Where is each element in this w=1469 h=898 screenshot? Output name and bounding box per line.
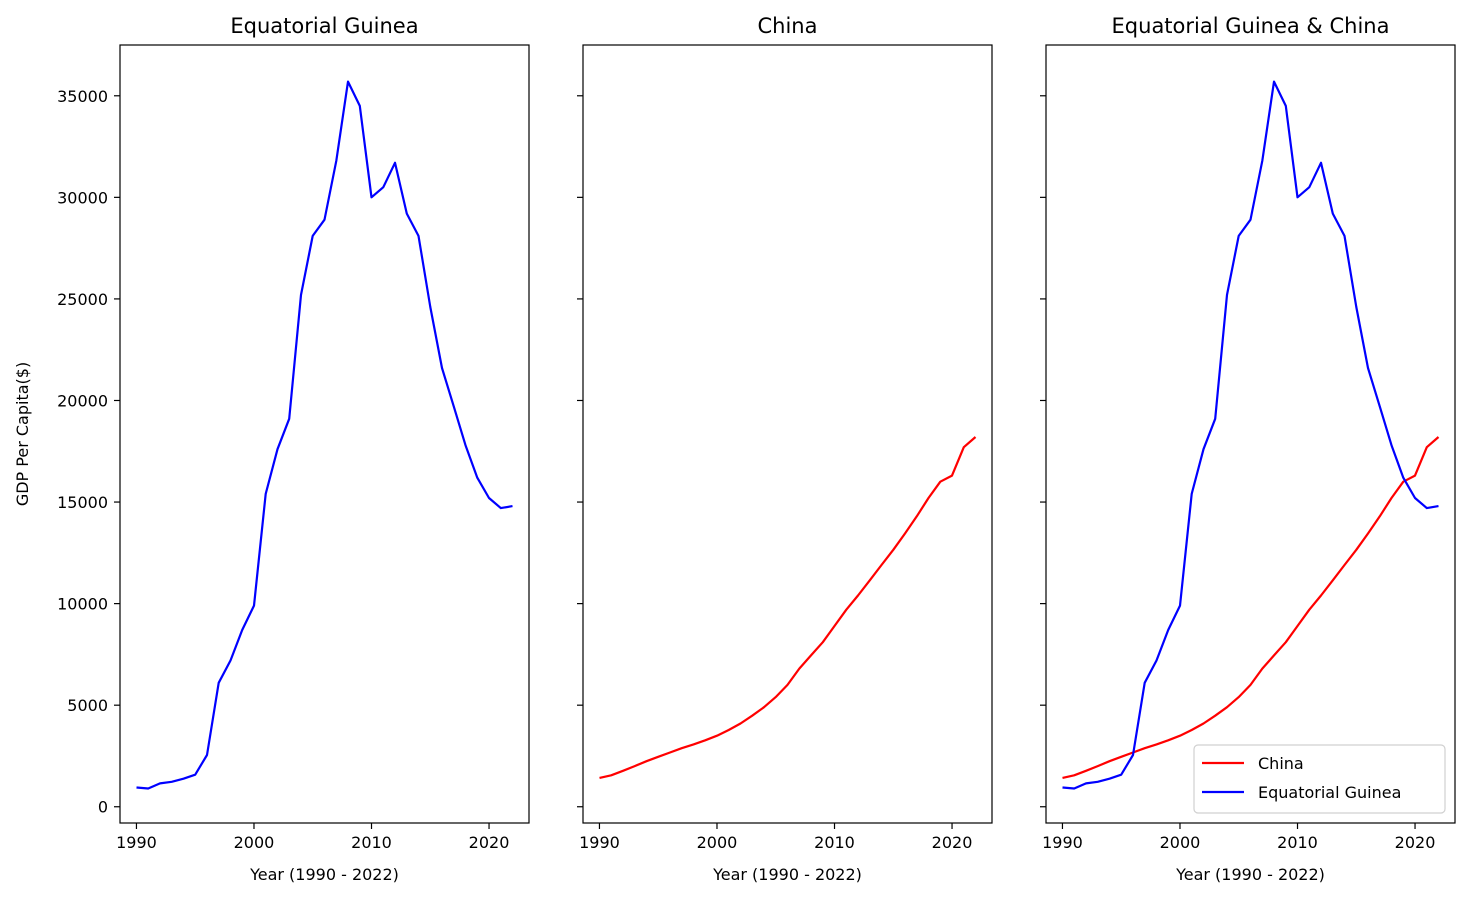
y-tick-label-0-30000: 30000 [57,188,108,207]
x-axis-label-2: Year (1990 - 2022) [1175,865,1325,884]
x-tick-label-1-1990: 1990 [579,833,620,852]
x-tick-label-2-1990: 1990 [1042,833,1083,852]
plot-frame-0 [119,44,530,824]
x-tick-label-1-2000: 2000 [697,833,738,852]
x-tick-label-0-2020: 2020 [469,833,510,852]
legend-label-cn: China [1258,754,1304,773]
y-tick-label-0-5000: 5000 [67,696,108,715]
series-line-1-cn [599,436,977,779]
plot-frame-2 [1045,44,1456,824]
panel-title-2: Equatorial Guinea & China [1112,14,1390,38]
plot-frame-1 [582,44,993,824]
series-line-2-eq [1062,80,1439,790]
y-tick-label-0-0: 0 [98,798,108,817]
x-tick-label-0-1990: 1990 [116,833,157,852]
x-tick-label-2-2010: 2010 [1277,833,1318,852]
y-tick-label-0-20000: 20000 [57,391,108,410]
series-line-2-cn [1062,436,1440,779]
y-axis-label-0: GDP Per Capita($) [13,362,32,506]
y-tick-label-0-10000: 10000 [57,595,108,614]
x-axis-label-1: Year (1990 - 2022) [712,865,862,884]
legend-label-eq: Equatorial Guinea [1258,783,1401,802]
legend-box-2 [1193,744,1446,814]
x-tick-label-1-2020: 2020 [932,833,973,852]
y-tick-label-0-35000: 35000 [57,87,108,106]
x-tick-label-0-2000: 2000 [234,833,275,852]
x-tick-label-1-2010: 2010 [814,833,855,852]
panel-title-0: Equatorial Guinea [230,14,418,38]
x-tick-label-2-2000: 2000 [1160,833,1201,852]
series-line-0-eq [136,80,513,790]
panel-title-1: China [758,14,818,38]
x-axis-label-0: Year (1990 - 2022) [249,865,399,884]
x-tick-label-2-2020: 2020 [1395,833,1436,852]
y-tick-label-0-25000: 25000 [57,290,108,309]
y-tick-label-0-15000: 15000 [57,493,108,512]
x-tick-label-0-2010: 2010 [351,833,392,852]
